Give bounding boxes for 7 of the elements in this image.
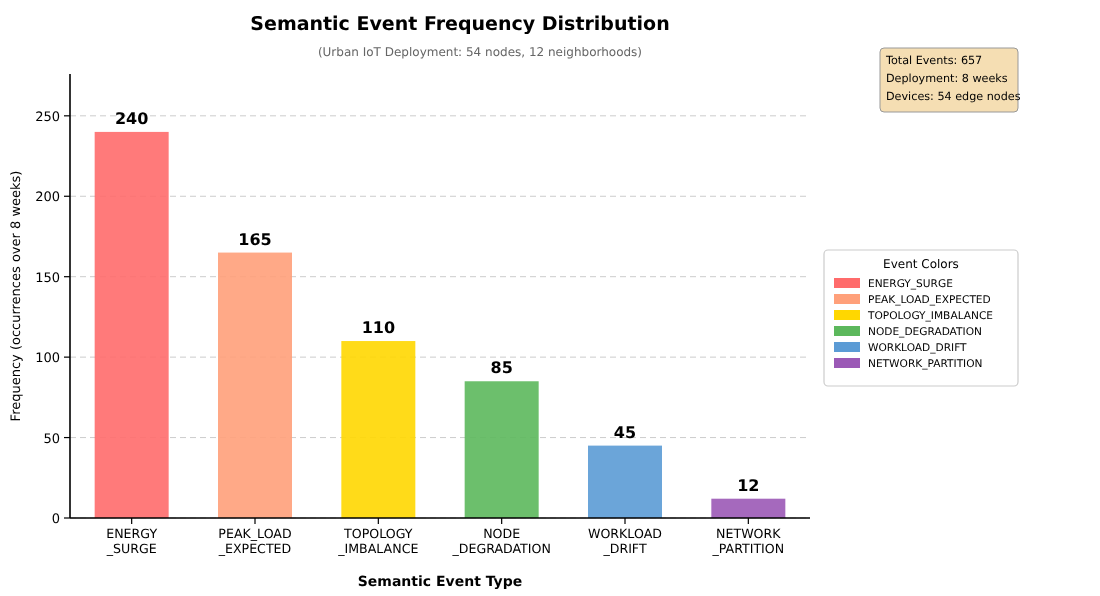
data-label: 85 [490, 359, 514, 378]
data-label: 165 [238, 230, 273, 249]
data-label: 45 [613, 423, 637, 442]
data-label: 110 [361, 319, 396, 338]
chart-title: Semantic Event Frequency Distribution [250, 14, 671, 36]
data-label: 12 [737, 476, 760, 495]
data-label: 240 [114, 109, 150, 128]
